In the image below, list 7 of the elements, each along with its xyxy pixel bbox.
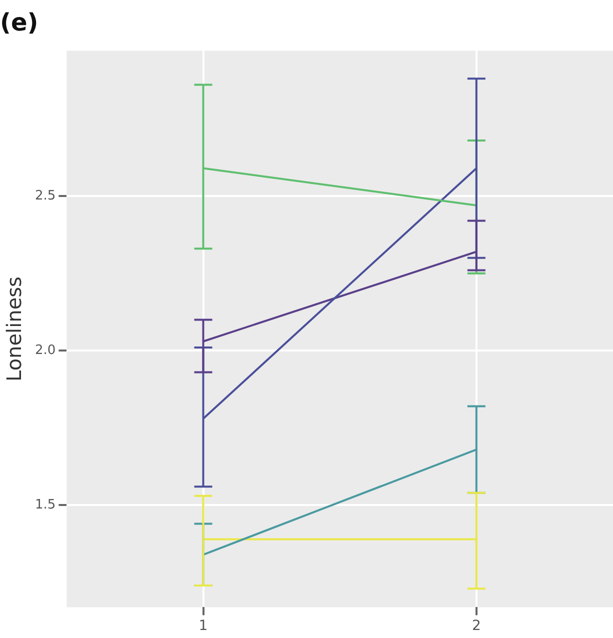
x-tick-label: 1 bbox=[198, 618, 208, 634]
y-tick-label: 1.5 bbox=[34, 498, 56, 513]
y-tick-label: 2.0 bbox=[34, 343, 56, 358]
chart-title: (e) bbox=[0, 8, 38, 37]
y-tick-label: 2.5 bbox=[34, 188, 56, 204]
y-axis-title: Loneliness bbox=[2, 276, 26, 382]
x-tick-label: 2 bbox=[472, 618, 481, 634]
